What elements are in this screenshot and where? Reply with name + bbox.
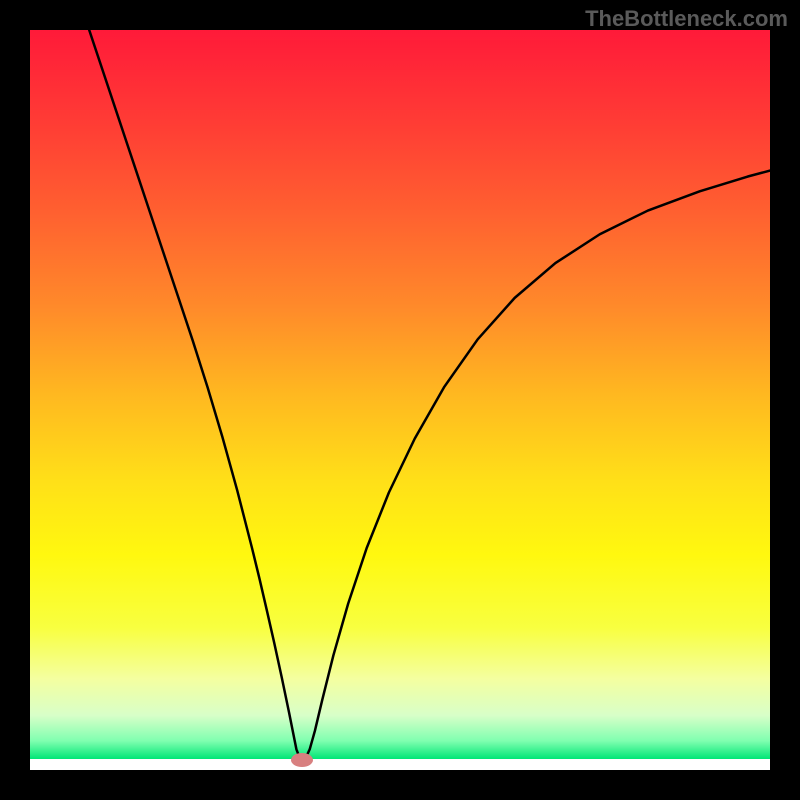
watermark-text: TheBottleneck.com [585,6,788,32]
plot-area [30,30,770,770]
optimal-point-marker [291,753,313,767]
bottleneck-curve [89,30,770,760]
curve-svg [30,30,770,770]
